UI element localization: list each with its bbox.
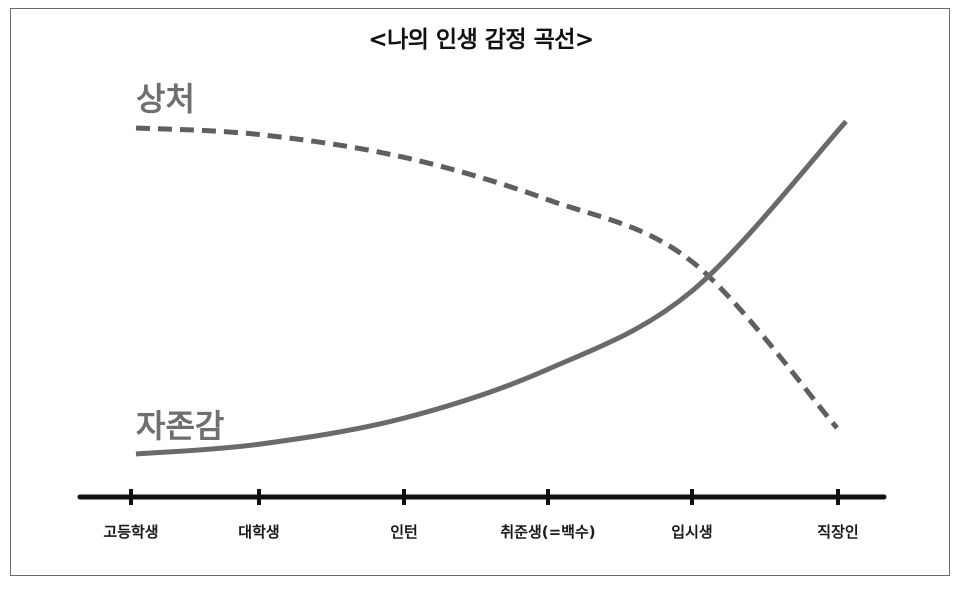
chart-title: <나의 인생 감정 곡선> [368, 27, 594, 53]
x-tick-label: 취준생(=백수) [500, 523, 595, 541]
x-tick-label: 대학생 [238, 523, 279, 541]
series-line-2 [135, 119, 848, 457]
chart-frame [10, 8, 950, 576]
series-layer [135, 119, 848, 457]
x-tick-label: 입시생 [671, 523, 712, 541]
x-tick-label: 직장인 [817, 523, 858, 541]
x-tick-label: 고등학생 [103, 523, 158, 541]
series-line-1 [135, 125, 839, 430]
x-axis: 고등학생 대학생 인턴 취준생(=백수) 입시생 직장인 [77, 489, 887, 541]
series-label-2: 자존감 [136, 407, 224, 445]
x-tick-label: 인턴 [390, 523, 418, 541]
series-label-1: 상처 [136, 80, 195, 118]
